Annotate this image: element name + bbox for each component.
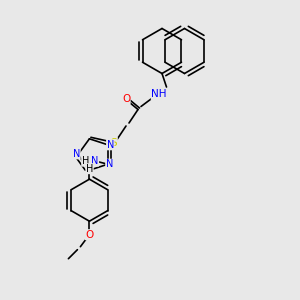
Text: N: N bbox=[106, 140, 114, 150]
Text: N: N bbox=[91, 156, 99, 166]
Text: H: H bbox=[82, 156, 89, 166]
Text: O: O bbox=[122, 94, 130, 104]
Text: H: H bbox=[86, 164, 93, 174]
Text: O: O bbox=[85, 230, 94, 240]
Text: S: S bbox=[111, 137, 117, 148]
Text: N: N bbox=[73, 149, 80, 159]
Text: NH: NH bbox=[151, 89, 167, 100]
Text: N: N bbox=[106, 159, 113, 169]
